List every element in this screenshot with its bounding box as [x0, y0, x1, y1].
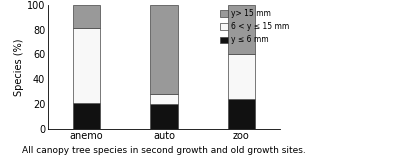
- Bar: [73, 29, 100, 103]
- Bar: [228, 5, 255, 54]
- Bar: [73, 5, 100, 29]
- Bar: [150, 94, 178, 104]
- Y-axis label: Species (%): Species (%): [14, 38, 24, 96]
- Legend: y> 15 mm, 6 < y ≤ 15 mm, y ≤ 6 mm: y> 15 mm, 6 < y ≤ 15 mm, y ≤ 6 mm: [219, 8, 291, 46]
- X-axis label: All canopy tree species in second growth and old growth sites.: All canopy tree species in second growth…: [22, 146, 306, 155]
- Bar: [228, 54, 255, 99]
- Bar: [73, 103, 100, 129]
- Bar: [150, 5, 178, 94]
- Bar: [228, 99, 255, 129]
- Bar: [150, 104, 178, 129]
